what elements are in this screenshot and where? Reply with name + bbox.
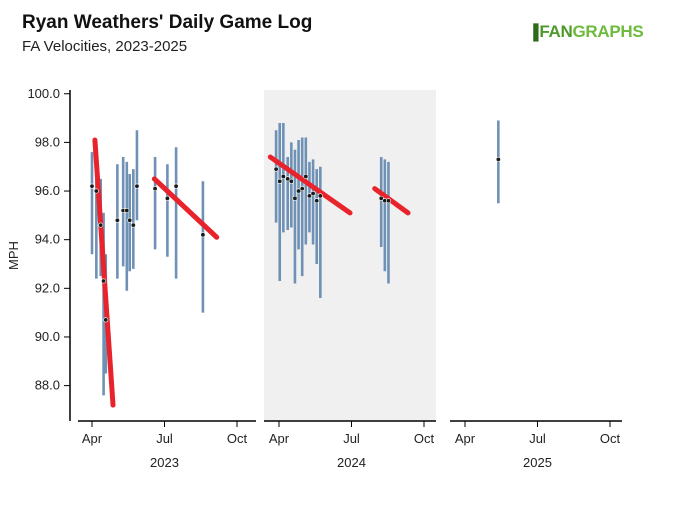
game-average-point bbox=[89, 183, 95, 189]
trend-line bbox=[267, 154, 353, 216]
x-tick-label: Jul bbox=[343, 431, 360, 446]
fangraphs-logo: ▐FANGRAPHS bbox=[528, 22, 644, 42]
game-average-point bbox=[200, 232, 206, 238]
game-average-point bbox=[114, 217, 120, 223]
game-average-point bbox=[127, 217, 133, 223]
game-average-point bbox=[152, 186, 158, 192]
game-average-point bbox=[273, 166, 279, 172]
panel-2024: Apr Jul Oct 2024 bbox=[264, 122, 436, 470]
game-average-point bbox=[292, 195, 298, 201]
game-average-point bbox=[98, 222, 104, 228]
game-average-point bbox=[288, 178, 294, 184]
y-tick-label: 100.0 bbox=[27, 86, 60, 101]
game-average-point bbox=[130, 222, 136, 228]
x-tick-label: Oct bbox=[600, 431, 621, 446]
game-average-point bbox=[378, 195, 384, 201]
trend-line bbox=[151, 176, 220, 240]
x-tick-label: Oct bbox=[227, 431, 248, 446]
logo-text-graphs: GRAPHS bbox=[572, 22, 644, 41]
y-tick-label: 88.0 bbox=[35, 378, 60, 393]
y-axis-label: MPH bbox=[6, 241, 21, 270]
game-average-point bbox=[134, 183, 140, 189]
y-tick-label: 98.0 bbox=[35, 134, 60, 149]
y-tick-label: 90.0 bbox=[35, 329, 60, 344]
chart-subtitle: FA Velocities, 2023-2025 bbox=[22, 38, 188, 55]
game-average-point bbox=[280, 173, 286, 179]
panel-2023: Apr Jul Oct 2023 bbox=[78, 130, 256, 470]
y-tick-label: 96.0 bbox=[35, 183, 60, 198]
game-average-point bbox=[124, 207, 130, 213]
game-average-point bbox=[314, 198, 320, 204]
x-tick-label: Apr bbox=[82, 431, 103, 446]
logo-text-fan: FAN bbox=[539, 22, 573, 41]
game-average-point bbox=[93, 188, 99, 194]
game-average-point bbox=[164, 195, 170, 201]
x-tick-label: Jul bbox=[156, 431, 173, 446]
game-average-point bbox=[285, 176, 291, 182]
panel-year-label: 2023 bbox=[150, 455, 179, 470]
game-average-point bbox=[103, 317, 109, 323]
panel-year-label: 2025 bbox=[523, 455, 552, 470]
x-tick-label: Jul bbox=[529, 431, 546, 446]
game-average-point bbox=[101, 278, 107, 284]
game-average-point bbox=[385, 198, 391, 204]
y-tick-label: 94.0 bbox=[35, 232, 60, 247]
trend-line bbox=[372, 186, 411, 216]
x-tick-label: Apr bbox=[455, 431, 476, 446]
game-average-point bbox=[310, 190, 316, 196]
game-average-point bbox=[277, 178, 283, 184]
panel-year-label: 2024 bbox=[337, 455, 366, 470]
game-average-point bbox=[173, 183, 179, 189]
game-average-point bbox=[306, 193, 312, 199]
panel-shade-2024 bbox=[264, 90, 436, 421]
fangraphs-mark-icon: ▐ bbox=[528, 24, 539, 41]
game-average-point bbox=[317, 193, 323, 199]
chart-title: Ryan Weathers' Daily Game Log bbox=[22, 12, 313, 33]
game-average-point bbox=[296, 188, 302, 194]
x-tick-label: Oct bbox=[414, 431, 435, 446]
trend-line bbox=[92, 137, 116, 408]
x-tick-label: Apr bbox=[269, 431, 290, 446]
game-average-point bbox=[303, 173, 309, 179]
game-average-point bbox=[299, 186, 305, 192]
y-tick-label: 92.0 bbox=[35, 280, 60, 295]
panel-2025: Apr Jul Oct 2025 bbox=[450, 120, 622, 470]
game-average-point bbox=[495, 156, 501, 162]
